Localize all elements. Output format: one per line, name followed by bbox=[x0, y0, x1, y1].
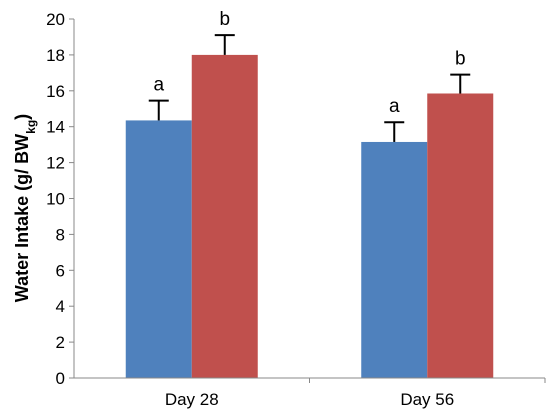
y-axis-title: Water Intake (g/ BWkg) bbox=[12, 114, 38, 302]
significance-label: b bbox=[455, 49, 466, 70]
y-tick-label: 14 bbox=[46, 118, 65, 137]
y-tick-label: 2 bbox=[56, 333, 65, 352]
error-bars-layer bbox=[148, 34, 471, 142]
axes-layer: 0 2 4 6 8 10 12 14 16 18 20 Day 28 Day 56 bbox=[46, 10, 546, 409]
y-tick-label: 4 bbox=[56, 297, 65, 316]
y-tick-label: 0 bbox=[56, 369, 65, 388]
significance-labels-layer: a b a b bbox=[153, 9, 465, 117]
significance-label: b bbox=[219, 9, 230, 30]
y-tick-label: 8 bbox=[56, 225, 65, 244]
y-tick-label: 6 bbox=[56, 261, 65, 280]
y-tick-label: 12 bbox=[46, 154, 65, 173]
bars-layer bbox=[125, 54, 494, 379]
significance-label: a bbox=[153, 75, 164, 96]
bar bbox=[191, 54, 258, 379]
y-tick-label: 10 bbox=[46, 190, 65, 209]
y-axis-title-subscript: kg bbox=[24, 120, 38, 134]
x-tick-label: Day 56 bbox=[400, 390, 454, 409]
y-axis-title-close: ) bbox=[12, 114, 32, 120]
significance-label: a bbox=[389, 96, 400, 117]
y-tick-label: 18 bbox=[46, 46, 65, 65]
y-tick-label: 16 bbox=[46, 82, 65, 101]
bar bbox=[125, 120, 192, 378]
y-tick-label: 20 bbox=[46, 10, 65, 29]
bar bbox=[427, 93, 494, 379]
bar bbox=[361, 141, 428, 378]
x-tick-label: Day 28 bbox=[165, 390, 219, 409]
y-axis-title-main: Water Intake (g/ BW bbox=[12, 134, 32, 302]
